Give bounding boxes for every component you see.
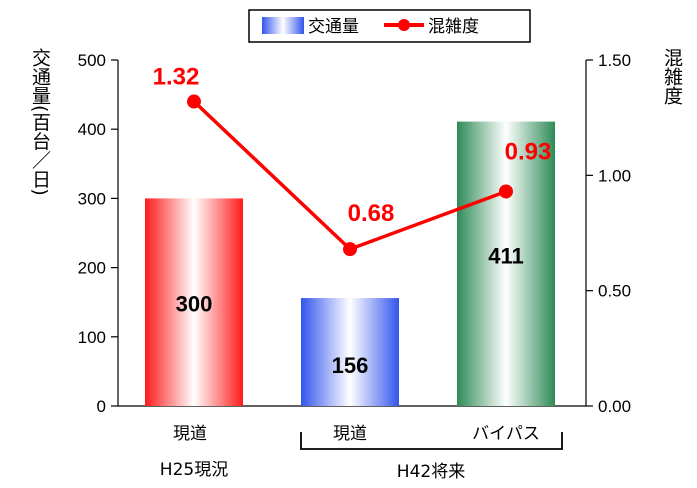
left-tick-label: 200 — [78, 259, 106, 278]
left-tick-label: 100 — [78, 328, 106, 347]
left-axis-title: 交通量(百台／日) — [29, 48, 51, 196]
bar — [457, 121, 555, 406]
legend: 交通量 混雑度 — [248, 9, 531, 43]
group-bracket-h42 — [300, 432, 563, 450]
bar-value-label: 300 — [176, 291, 213, 316]
left-axis-ticks: 0 100 200 300 400 500 — [78, 51, 118, 416]
category-label: 現道 — [173, 424, 207, 444]
right-axis-title: 混雑度 — [661, 48, 683, 105]
right-axis-ticks: 0.00 0.50 1.00 1.50 — [586, 51, 631, 416]
right-tick-label: 1.50 — [598, 51, 631, 70]
group-label-h25: H25現況 — [160, 460, 228, 480]
group-label-h42: H42将来 — [397, 462, 465, 482]
category-labels: 現道 現道 バイパス — [173, 424, 540, 444]
congestion-point — [343, 242, 357, 257]
right-tick-label: 0.50 — [598, 282, 631, 301]
left-tick-label: 0 — [97, 397, 106, 416]
legend-label-volume: 交通量 — [308, 17, 359, 37]
congestion-point — [499, 184, 513, 199]
bar — [145, 198, 243, 406]
category-label: 現道 — [333, 424, 367, 444]
right-tick-label: 1.00 — [598, 166, 631, 185]
congestion-value-label: 0.68 — [348, 200, 395, 227]
congestion-point — [187, 94, 201, 109]
congestion-line: 1.32 0.68 0.93 — [153, 64, 552, 257]
bar — [301, 298, 399, 406]
category-label: バイパス — [472, 424, 540, 444]
left-tick-label: 300 — [78, 189, 106, 208]
bar-value-label: 411 — [488, 244, 524, 269]
left-tick-label: 400 — [78, 120, 106, 139]
legend-bar-swatch — [262, 17, 304, 34]
bar-value-label: 156 — [332, 353, 369, 378]
legend-label-congestion: 混雑度 — [428, 17, 479, 37]
legend-line-marker — [398, 19, 410, 31]
congestion-value-label: 0.93 — [505, 138, 552, 165]
left-tick-label: 500 — [78, 51, 106, 70]
right-tick-label: 0.00 — [598, 397, 631, 416]
congestion-value-label: 1.32 — [153, 64, 200, 91]
bars: 300 156 411 — [145, 121, 555, 406]
